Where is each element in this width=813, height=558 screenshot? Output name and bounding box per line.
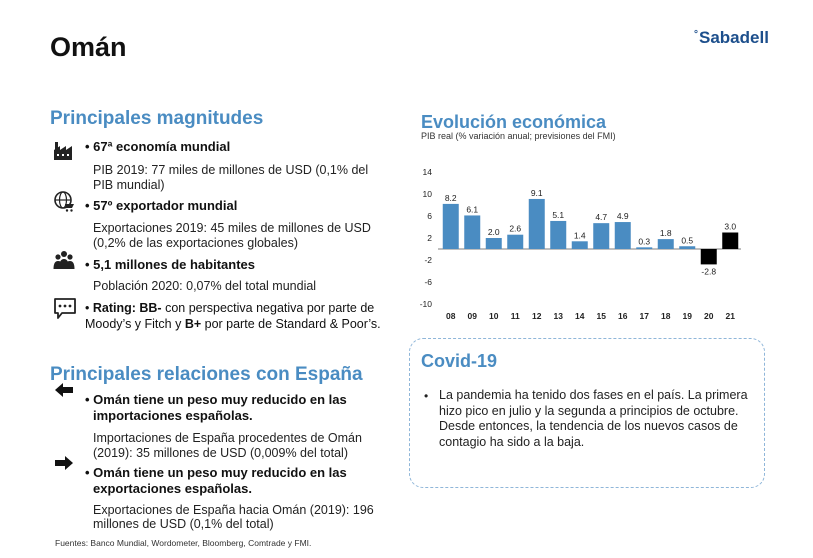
magnitude-head-1: • 67ª economía mundial [85, 139, 231, 154]
factory-icon [54, 142, 72, 160]
data-label-08: 8.2 [445, 193, 457, 203]
chart-title: Evolución económica [421, 112, 607, 132]
globe-cart-icon [54, 191, 74, 212]
data-label-18: 1.8 [660, 228, 672, 238]
x-tick-label-15: 15 [597, 311, 607, 321]
bar-09 [464, 215, 481, 249]
rating-label: Rating: BB- [92, 301, 162, 315]
bar-14 [571, 241, 588, 249]
bar-17 [636, 247, 653, 249]
bar-21 [722, 232, 739, 249]
x-tick-label-08: 08 [446, 311, 456, 321]
rating-prefix: • [85, 301, 93, 315]
magnitude-text-1b: PIB mundial) [93, 178, 165, 192]
relacion-text-1b: (2019): 35 millones de USD (0,009% del t… [93, 446, 348, 460]
rating-text: • Rating: BB- con perspectiva negativa p… [85, 300, 385, 332]
data-label-20: -2.8 [701, 266, 716, 276]
x-tick-label-13: 13 [554, 311, 564, 321]
x-tick-label-12: 12 [532, 311, 542, 321]
data-label-14: 1.4 [574, 230, 586, 240]
bar-19 [679, 246, 696, 249]
data-label-09: 6.1 [466, 204, 478, 214]
arrow-left-icon [55, 383, 73, 397]
bar-12 [528, 198, 545, 249]
covid-title: Covid-19 [421, 351, 498, 371]
magnitude-head-3: • 5,1 millones de habitantes [85, 257, 255, 272]
covid-text: La pandemia ha tenido dos fases en el pa… [439, 388, 748, 449]
x-tick-label-11: 11 [511, 311, 520, 321]
bar-13 [550, 220, 567, 249]
data-label-13: 5.1 [552, 210, 564, 220]
magnitude-head-2: • 57º exportador mundial [85, 198, 238, 213]
rating-bplus: B+ [184, 317, 202, 331]
chat-icon [54, 298, 76, 319]
gdp-bar-chart: 14 10 6 2 -2 -6 -10 8.2 6.1 2.0 2.6 9.1 5.1 1.4 4.7 4.… [420, 167, 741, 321]
chart-subtitle: PIB real (% variación anual; previsiones… [421, 131, 616, 141]
logo-mark: ° [694, 29, 698, 40]
bar-20 [700, 249, 717, 265]
data-label-17: 0.3 [638, 236, 650, 246]
rating-mid: con perspectiva negativa por parte de Mo… [85, 301, 375, 331]
data-label-12: 9.1 [531, 188, 543, 198]
data-label-15: 4.7 [595, 212, 607, 222]
logo-text: Sabadell [699, 28, 769, 47]
relacion-head-1b: importaciones españolas. [93, 408, 253, 423]
y-tick-label-6: -10 [420, 299, 433, 309]
y-tick-label-4: -2 [424, 255, 432, 265]
sources-footer: Fuentes: Banco Mundial, Wordometer, Bloo… [55, 538, 312, 548]
y-tick-label-5: -6 [424, 277, 432, 287]
x-tick-label-09: 09 [468, 311, 478, 321]
rating-suffix: por parte de Standard & Poor’s. [201, 317, 381, 331]
y-tick-label-3: 2 [427, 233, 432, 243]
x-tick-label-14: 14 [575, 311, 585, 321]
bar-16 [614, 222, 631, 249]
relacion-head-2a: • Omán tiene un peso muy reducido en las [85, 465, 347, 480]
bar-18 [657, 239, 674, 249]
x-tick-label-10: 10 [489, 311, 499, 321]
covid-panel [409, 338, 765, 488]
people-icon [53, 251, 75, 269]
magnitude-text-3: Población 2020: 0,07% del total mundial [93, 279, 317, 293]
page-title: Omán [50, 32, 127, 62]
magnitude-text-2b: (0,2% de las exportaciones globales) [93, 236, 298, 250]
chart-x-labels: 08 09 10 11 12 13 14 15 16 17 18 19 20 21 [446, 311, 735, 321]
magnitudes-title: Principales magnitudes [50, 108, 264, 129]
relacion-text-2a: Exportaciones de España hacia Omán (2019… [93, 503, 374, 517]
chart-data-labels: 8.2 6.1 2.0 2.6 9.1 5.1 1.4 4.7 4.9 0.3 1.8 0.5 -2.8… [445, 188, 737, 276]
y-tick-label-0: 14 [423, 167, 433, 177]
relacion-head-1a: • Omán tiene un peso muy reducido en las [85, 392, 347, 407]
x-tick-label-20: 20 [704, 311, 714, 321]
relacion-text-1a: Importaciones de España procedentes de O… [93, 431, 362, 445]
x-tick-label-16: 16 [618, 311, 628, 321]
x-tick-label-19: 19 [683, 311, 693, 321]
relacion-head-2b: exportaciones españolas. [93, 481, 252, 496]
data-label-21: 3.0 [724, 222, 736, 232]
relaciones-title: Principales relaciones con España [50, 364, 363, 385]
data-label-11: 2.6 [509, 224, 521, 234]
bar-11 [507, 234, 524, 249]
data-label-19: 0.5 [681, 235, 693, 245]
data-label-16: 4.9 [617, 211, 629, 221]
bar-15 [593, 223, 610, 249]
bar-08 [442, 203, 459, 249]
magnitude-text-2a: Exportaciones 2019: 45 miles de millones… [93, 221, 371, 235]
x-tick-label-17: 17 [640, 311, 650, 321]
bar-10 [485, 238, 502, 249]
sabadell-logo: °Sabadell [694, 28, 769, 48]
covid-bullet: • [424, 389, 429, 403]
magnitude-text-1a: PIB 2019: 77 miles de millones de USD (0… [93, 163, 369, 177]
x-tick-label-21: 21 [726, 311, 736, 321]
relacion-text-2b: millones de USD (0,1% del total) [93, 517, 274, 531]
chart-bars [442, 198, 739, 265]
arrow-right-icon [55, 456, 73, 470]
y-tick-label-1: 10 [423, 189, 433, 199]
y-tick-label-2: 6 [427, 211, 432, 221]
data-label-10: 2.0 [488, 227, 500, 237]
x-tick-label-18: 18 [661, 311, 671, 321]
